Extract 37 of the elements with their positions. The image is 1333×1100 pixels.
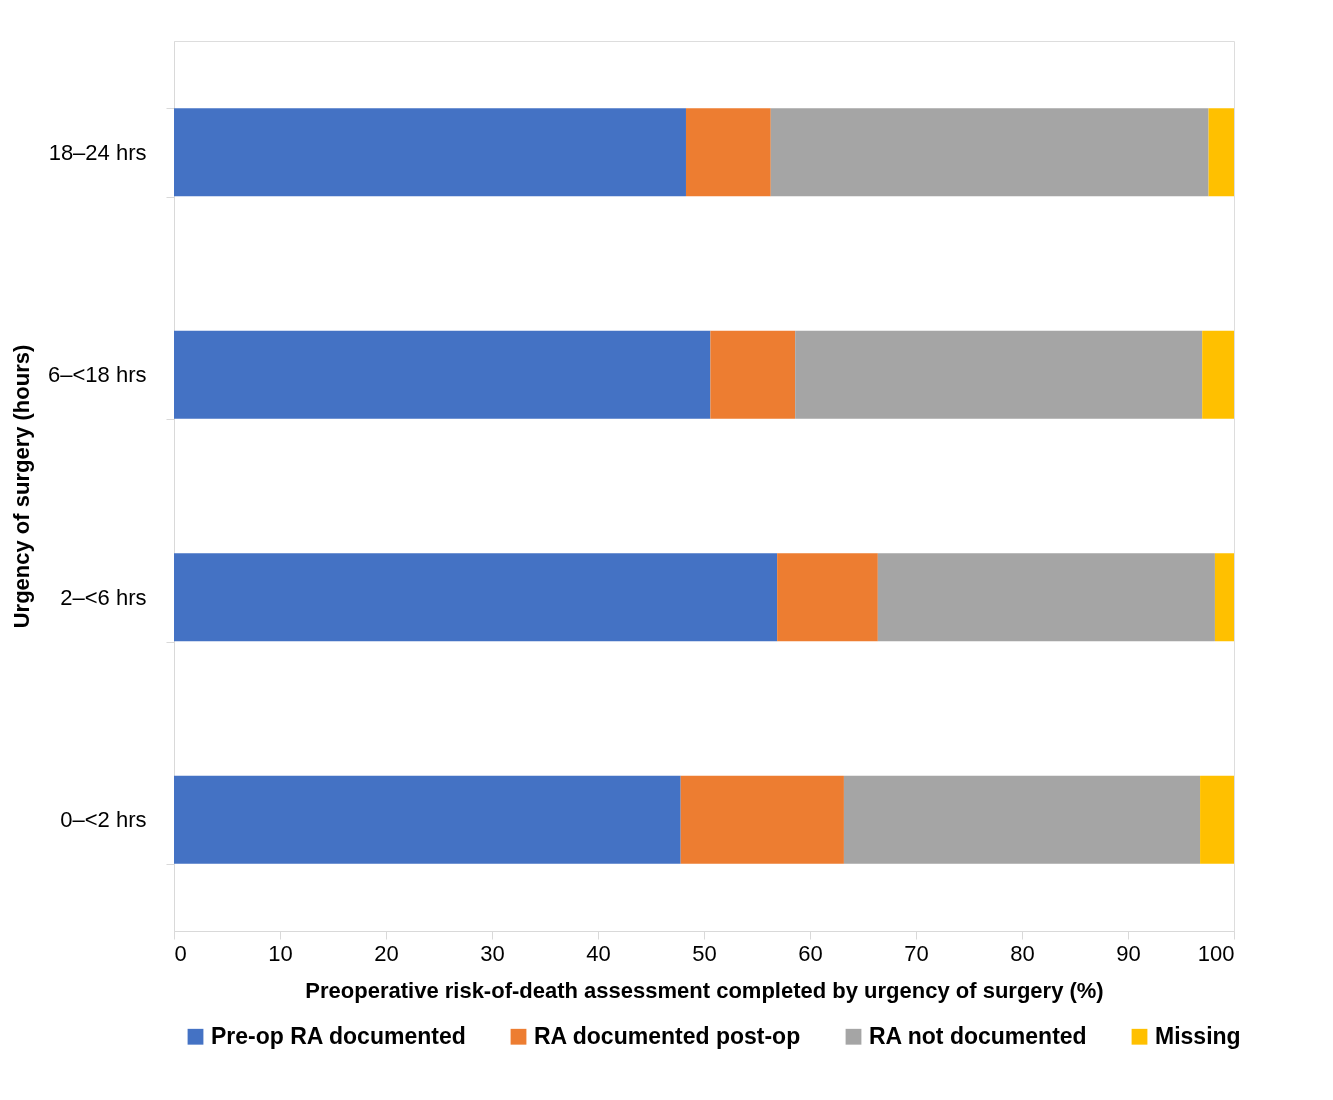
bar [1214,553,1234,642]
legend-label: RA documented post-op [534,1022,801,1049]
bar [685,108,771,197]
bar [843,775,1201,864]
x-tick-label: 40 [586,940,611,966]
y-axis-title: Urgency of surgery (hours) [9,344,35,629]
x-tick-label: 0 [174,940,187,966]
y-tick-label: 6–<18 hrs [48,362,147,388]
y-tick-label: 18–24 hrs [48,139,147,165]
bar [174,330,711,419]
x-axis-title: Preoperative risk-of-death assessment completed by urgency of surgery (%) [305,977,1104,1003]
legend-label: RA not documented [869,1022,1087,1049]
bar [877,553,1215,642]
x-tick-label: 60 [798,940,823,966]
bar [1202,330,1234,419]
x-tick-label: 70 [904,940,929,966]
y-tick-label: 2–<6 hrs [60,584,147,610]
bar [1208,108,1234,197]
bar [710,330,796,419]
x-tick-label: 50 [692,940,717,966]
bar [174,108,686,197]
legend-label: Missing [1155,1022,1241,1049]
bar [1200,775,1234,864]
x-tick-label: 20 [374,940,399,966]
bar [174,775,681,864]
legend-label: Pre-op RA documented [211,1022,466,1049]
bar [770,108,1209,197]
bar [795,330,1203,419]
bar [777,553,878,642]
x-tick-label: 80 [1010,940,1035,966]
x-tick-label: 90 [1116,940,1141,966]
x-tick-label: 30 [480,940,505,966]
x-tick-label: 10 [268,940,293,966]
bar [680,775,844,864]
y-tick-label: 0–<2 hrs [60,807,147,833]
bar [174,553,778,642]
x-tick-label: 100 [1197,940,1235,966]
